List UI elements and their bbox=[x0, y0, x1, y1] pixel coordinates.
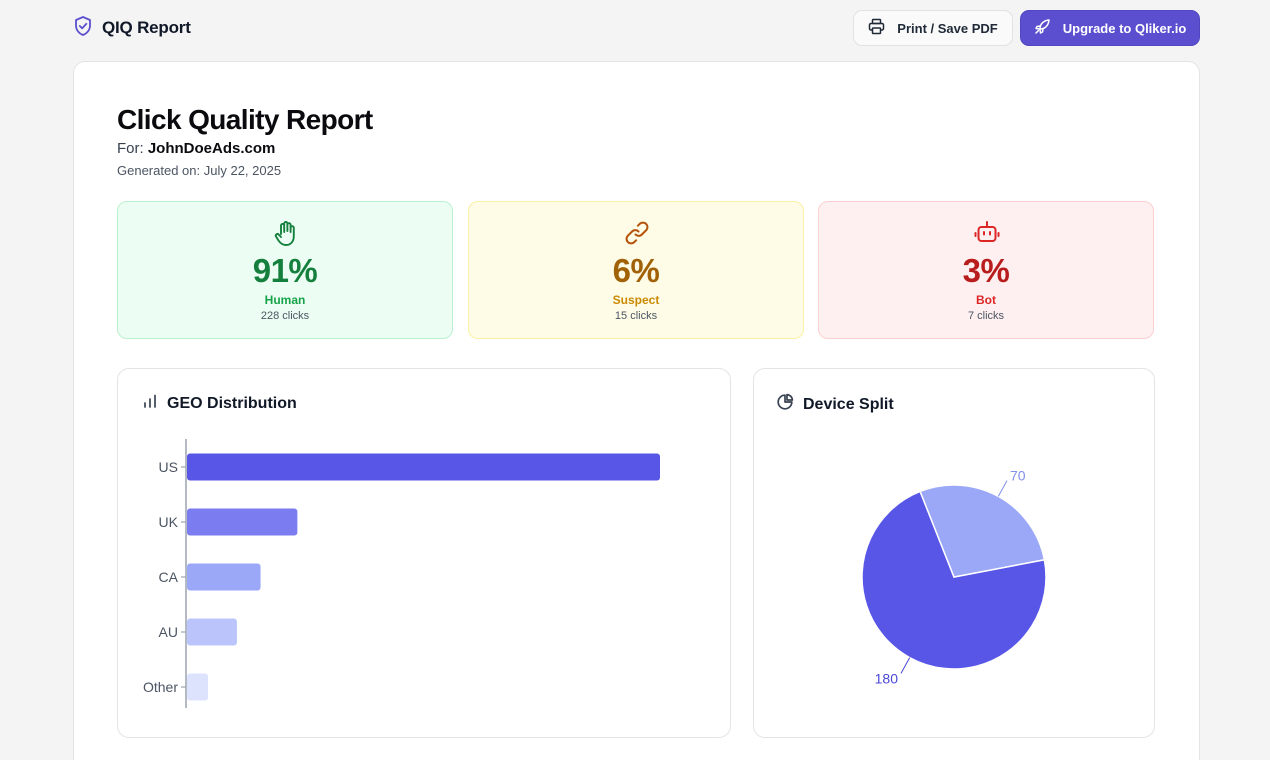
device-panel-title: Device Split bbox=[803, 395, 894, 413]
report-for-line: For: JohnDoeAds.com bbox=[117, 140, 275, 157]
human-label: Human bbox=[264, 293, 306, 307]
rocket-icon bbox=[1034, 18, 1051, 38]
upgrade-label: Upgrade to Qliker.io bbox=[1062, 20, 1187, 36]
suspect-label: Suspect bbox=[612, 293, 660, 307]
bar-chart-icon bbox=[142, 393, 158, 414]
geo-bar-us[interactable] bbox=[187, 453, 660, 481]
app-title: QIQ Report bbox=[102, 18, 191, 37]
pie-label-0: 180 bbox=[875, 670, 899, 686]
geo-label-other: Other bbox=[143, 679, 178, 695]
print-save-pdf-label: Print / Save PDF bbox=[897, 20, 998, 36]
link-icon bbox=[622, 218, 652, 248]
hand-icon bbox=[271, 218, 301, 248]
bot-percent: 3% bbox=[962, 252, 1010, 289]
shield-icon bbox=[73, 15, 93, 42]
geo-label-us: US bbox=[159, 459, 178, 475]
device-pie-chart: 180 70 bbox=[861, 468, 1047, 686]
geo-label-au: AU bbox=[159, 624, 178, 640]
geo-bar-chart: US UK CA AU Other bbox=[143, 439, 660, 708]
pie-leader-0 bbox=[900, 657, 911, 674]
human-clicks: 228 clicks bbox=[260, 310, 310, 322]
printer-icon bbox=[868, 18, 885, 38]
bot-clicks: 7 clicks bbox=[967, 310, 1005, 322]
geo-panel-header: GEO Distribution bbox=[142, 393, 297, 414]
pie-slice-1[interactable] bbox=[919, 484, 1046, 578]
print-save-pdf-button[interactable]: Print / Save PDF bbox=[853, 10, 1013, 46]
geo-bar-ca[interactable] bbox=[187, 563, 261, 591]
upgrade-button[interactable]: Upgrade to Qliker.io bbox=[1020, 10, 1200, 46]
generated-date: Generated on: July 22, 2025 bbox=[117, 163, 282, 178]
device-panel-header: Device Split bbox=[776, 393, 894, 416]
geo-panel-title: GEO Distribution bbox=[167, 394, 297, 412]
geo-label-uk: UK bbox=[159, 514, 179, 530]
geo-bar-au[interactable] bbox=[187, 618, 237, 646]
top-bar: QIQ Report Print / Save PDF Upgrade to Q… bbox=[0, 0, 1270, 56]
bot-label: Bot bbox=[976, 293, 996, 307]
stat-card-suspect: 6% Suspect 15 clicks bbox=[468, 201, 804, 339]
robot-icon bbox=[972, 218, 1002, 248]
stat-card-bot: 3% Bot 7 clicks bbox=[818, 201, 1154, 339]
geo-label-ca: CA bbox=[159, 569, 179, 585]
brand: QIQ Report bbox=[73, 15, 191, 42]
report-domain: JohnDoeAds.com bbox=[147, 140, 276, 157]
pie-label-1: 70 bbox=[1010, 468, 1026, 484]
geo-bar-other[interactable] bbox=[187, 673, 209, 701]
suspect-clicks: 15 clicks bbox=[614, 310, 658, 322]
geo-distribution-panel: GEO Distribution US UK CA AU Other bbox=[117, 368, 731, 738]
device-split-panel: Device Split 180 70 bbox=[753, 368, 1155, 738]
human-percent: 91% bbox=[252, 252, 318, 289]
pie-chart-icon bbox=[776, 393, 794, 416]
for-prefix: For: bbox=[117, 140, 144, 157]
pie-slice-0[interactable] bbox=[861, 490, 1047, 670]
pie-leader-1 bbox=[997, 480, 1008, 497]
page-title: Click Quality Report bbox=[117, 104, 373, 135]
suspect-percent: 6% bbox=[612, 252, 660, 289]
stat-card-human: 91% Human 228 clicks bbox=[117, 201, 453, 339]
geo-bar-uk[interactable] bbox=[187, 508, 298, 536]
